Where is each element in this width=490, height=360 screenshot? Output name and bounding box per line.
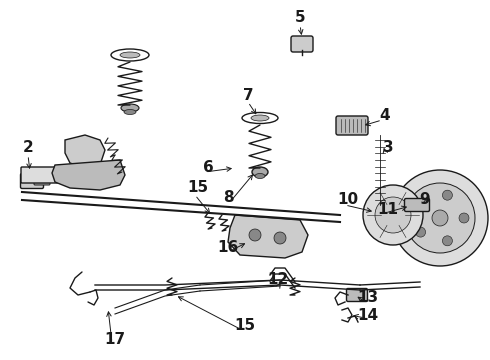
Text: 6: 6 bbox=[203, 161, 213, 175]
FancyBboxPatch shape bbox=[405, 198, 430, 211]
Circle shape bbox=[416, 199, 426, 209]
Text: 8: 8 bbox=[222, 190, 233, 206]
FancyBboxPatch shape bbox=[336, 116, 368, 135]
Text: 13: 13 bbox=[357, 291, 379, 306]
Circle shape bbox=[274, 232, 286, 244]
Text: 15: 15 bbox=[234, 318, 256, 333]
Text: 7: 7 bbox=[243, 87, 253, 103]
Text: 17: 17 bbox=[104, 333, 125, 347]
FancyBboxPatch shape bbox=[346, 288, 368, 302]
FancyBboxPatch shape bbox=[34, 177, 50, 185]
FancyBboxPatch shape bbox=[21, 174, 44, 189]
Circle shape bbox=[363, 185, 423, 245]
Ellipse shape bbox=[252, 167, 268, 177]
Polygon shape bbox=[52, 160, 125, 190]
Text: 11: 11 bbox=[377, 202, 398, 217]
FancyBboxPatch shape bbox=[21, 167, 98, 183]
Text: 16: 16 bbox=[218, 240, 239, 256]
FancyBboxPatch shape bbox=[291, 36, 313, 52]
Text: 4: 4 bbox=[380, 108, 391, 122]
Circle shape bbox=[416, 227, 426, 237]
Polygon shape bbox=[228, 215, 308, 258]
Text: 12: 12 bbox=[268, 273, 289, 288]
Ellipse shape bbox=[124, 109, 136, 114]
Circle shape bbox=[442, 190, 452, 200]
Circle shape bbox=[375, 197, 411, 233]
Ellipse shape bbox=[251, 115, 269, 121]
Circle shape bbox=[442, 236, 452, 246]
Circle shape bbox=[432, 210, 448, 226]
Ellipse shape bbox=[374, 201, 386, 209]
Circle shape bbox=[249, 229, 261, 241]
Circle shape bbox=[405, 183, 475, 253]
Text: 9: 9 bbox=[420, 193, 430, 207]
Polygon shape bbox=[65, 135, 105, 168]
Text: 3: 3 bbox=[383, 140, 393, 156]
Ellipse shape bbox=[255, 174, 265, 179]
Circle shape bbox=[392, 170, 488, 266]
Ellipse shape bbox=[121, 104, 139, 112]
Text: 2: 2 bbox=[23, 140, 33, 156]
Text: 14: 14 bbox=[357, 307, 379, 323]
Circle shape bbox=[459, 213, 469, 223]
Ellipse shape bbox=[120, 52, 140, 58]
Text: 15: 15 bbox=[188, 180, 209, 195]
Text: 10: 10 bbox=[338, 193, 359, 207]
Text: 5: 5 bbox=[294, 10, 305, 26]
